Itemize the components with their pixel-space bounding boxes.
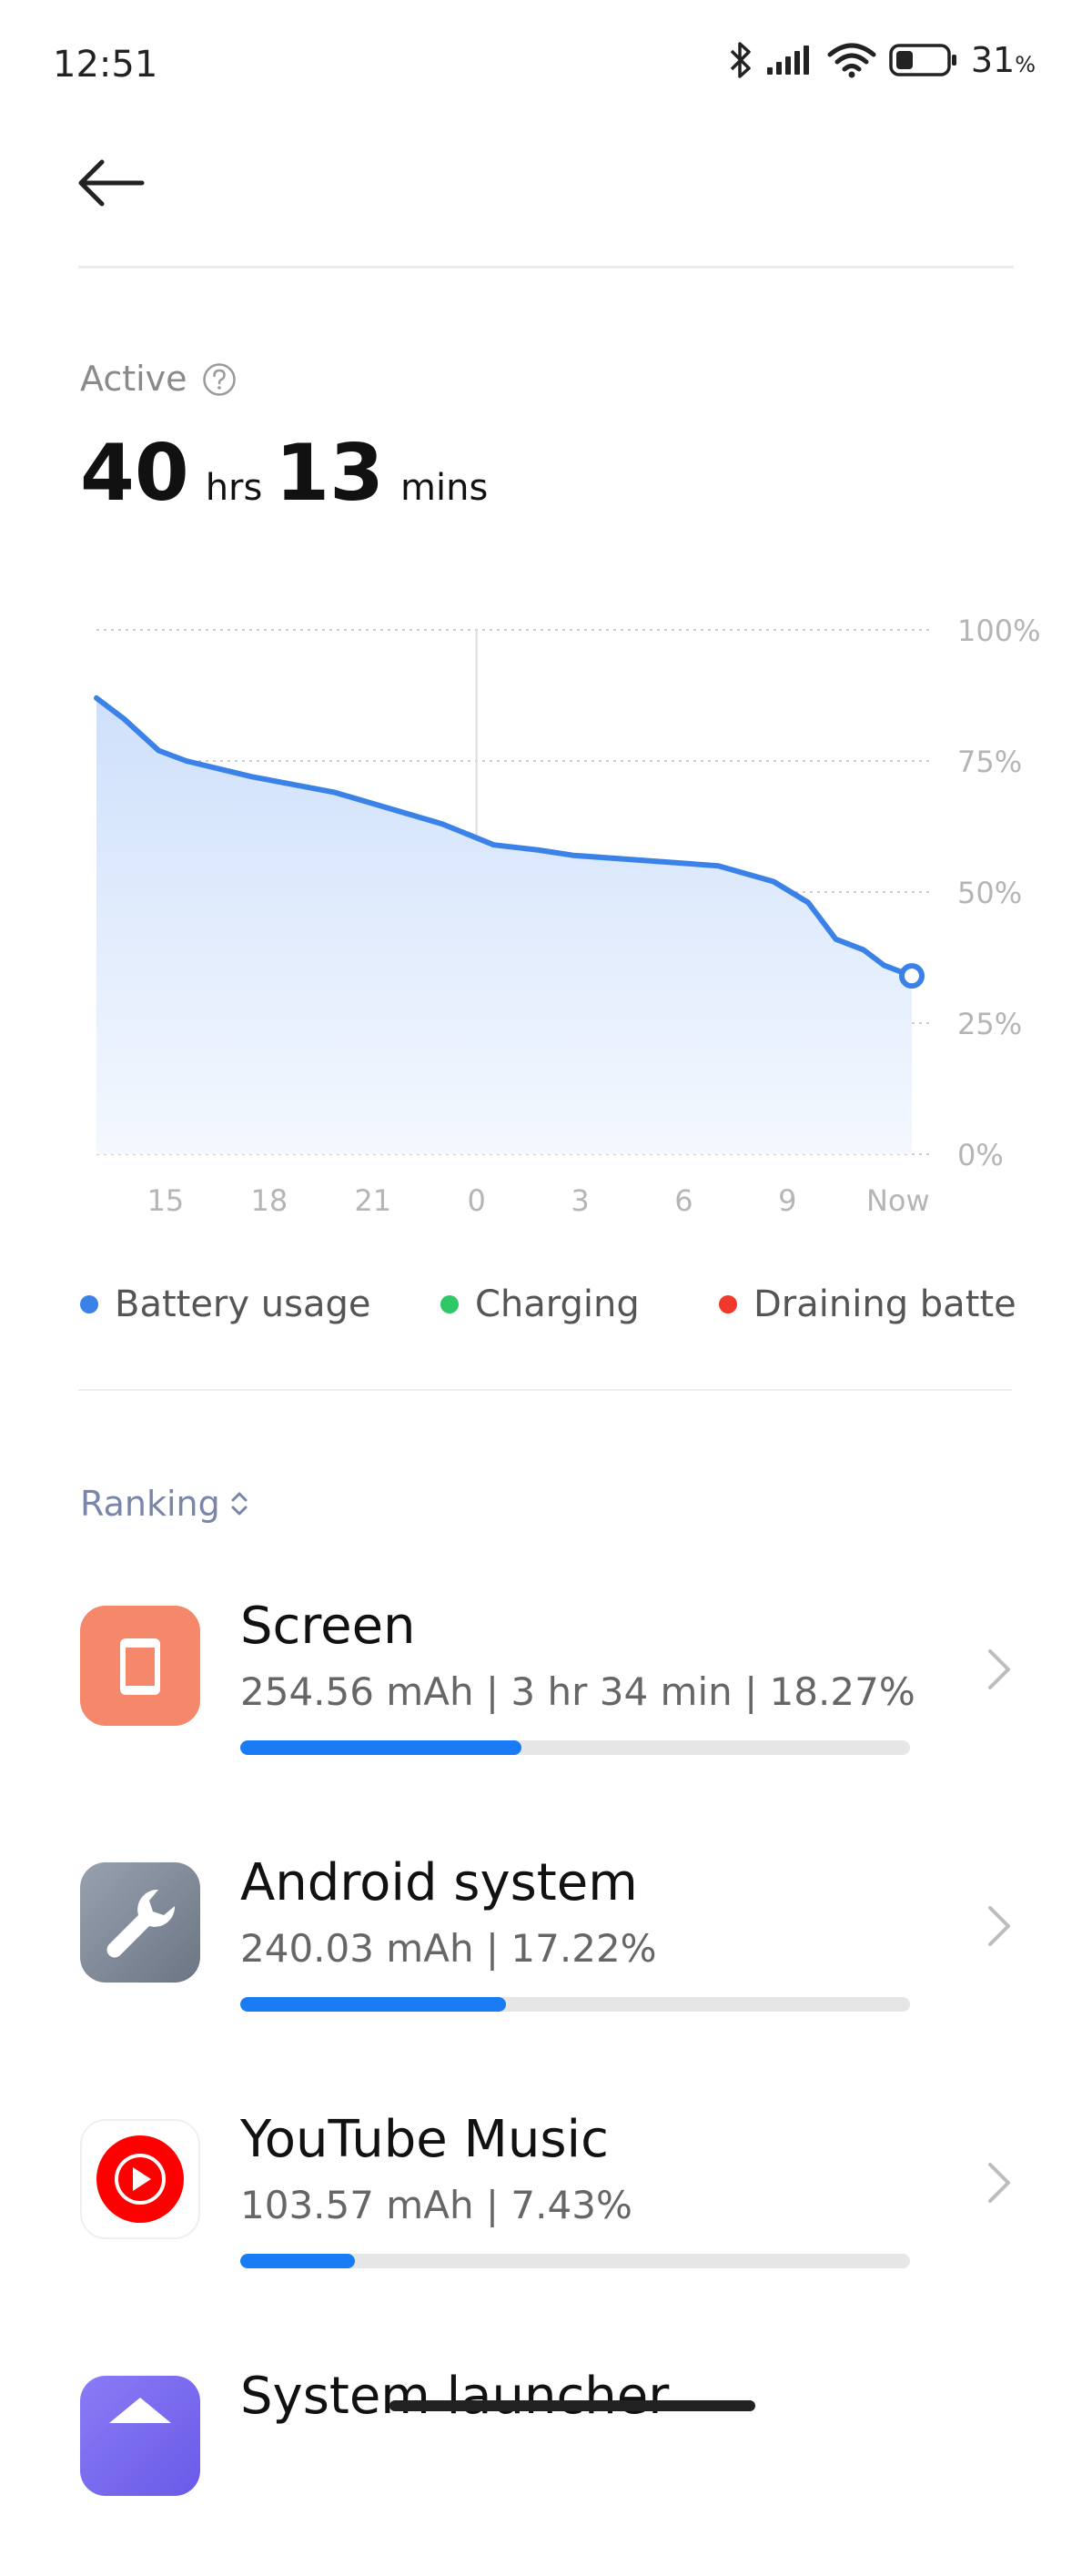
usage-bar	[240, 1997, 910, 2012]
app-name: YouTube Music	[240, 2110, 609, 2169]
battery-usage-line	[94, 695, 915, 979]
usage-bar-fill	[240, 1740, 522, 1755]
help-icon[interactable]	[202, 362, 237, 397]
legend-dot	[80, 1295, 98, 1313]
battery-chart: 100% 75% 50% 25% 0% 15 18 21 0 3 6 9 Now	[94, 614, 1040, 1218]
wifi-icon	[827, 43, 876, 78]
usage-bar	[240, 1740, 910, 1755]
chevron-right-icon	[988, 1906, 1010, 1946]
home-icon	[80, 2376, 200, 2496]
usage-bar-fill	[240, 2254, 355, 2268]
active-minutes: 13	[275, 428, 385, 519]
ranking-sort-toggle[interactable]: Ranking	[80, 1484, 249, 1524]
youtube-music-icon	[80, 2119, 200, 2239]
x-tick-label: 3	[571, 1183, 589, 1218]
y-tick-label: 25%	[957, 1007, 1022, 1041]
active-hours-unit: hrs	[205, 467, 263, 509]
app-name: System launcher	[240, 2367, 670, 2426]
back-button[interactable]	[76, 151, 146, 215]
ranking-label: Ranking	[80, 1484, 220, 1524]
back-arrow-icon	[78, 159, 145, 207]
x-tick-label: 0	[467, 1183, 485, 1218]
legend-divider	[78, 1389, 1012, 1391]
legend-draining-battery: Draining batter	[719, 1283, 1015, 1325]
app-row-screen[interactable]: Screen 254.56 mAh | 3 hr 34 min | 18.27%	[0, 1597, 1092, 1806]
active-label: Active	[80, 359, 187, 399]
legend-dot	[719, 1295, 737, 1313]
battery-percent: 31%	[970, 40, 1036, 80]
x-tick-label: Now	[866, 1183, 930, 1218]
app-name: Screen	[240, 1597, 416, 1656]
home-gesture-bar[interactable]	[389, 2400, 755, 2411]
legend-label: Draining batter	[753, 1283, 1015, 1325]
status-time: 12:51	[53, 44, 158, 86]
y-tick-label: 100%	[957, 614, 1040, 648]
usage-bar-fill	[240, 1997, 506, 2012]
app-detail: 240.03 mAh | 17.22%	[240, 1926, 657, 1971]
legend-label: Charging	[475, 1283, 640, 1325]
x-tick-label: 6	[674, 1183, 693, 1218]
app-name: Android system	[240, 1853, 638, 1912]
active-duration: 40 hrs 13 mins	[80, 428, 500, 519]
x-tick-label: 21	[354, 1183, 391, 1218]
y-tick-label: 50%	[957, 876, 1022, 910]
chevron-right-icon	[988, 2163, 1010, 2203]
usage-bar	[240, 2254, 910, 2268]
app-detail: 103.57 mAh | 7.43%	[240, 2183, 632, 2227]
active-minutes-unit: mins	[400, 467, 489, 509]
y-tick-label: 75%	[957, 745, 1022, 779]
bluetooth-icon	[730, 42, 751, 78]
screen-icon	[80, 1606, 200, 1726]
legend-charging: Charging	[440, 1283, 640, 1325]
status-icons: 31%	[729, 40, 1036, 80]
legend-battery-usage: Battery usage	[80, 1283, 370, 1325]
x-tick-label: 15	[147, 1183, 185, 1218]
active-hours: 40	[80, 428, 189, 519]
sort-updown-icon	[231, 1492, 248, 1516]
battery-area	[96, 697, 912, 1154]
signal-icon	[766, 46, 809, 75]
current-point	[899, 963, 925, 989]
chevron-right-icon	[988, 1649, 1010, 1689]
legend-label: Battery usage	[115, 1283, 371, 1325]
y-tick-label: 0%	[957, 1138, 1004, 1172]
app-row-android-system[interactable]: Android system 240.03 mAh | 17.22%	[0, 1853, 1092, 2063]
app-row-youtube-music[interactable]: YouTube Music 103.57 mAh | 7.43%	[0, 2110, 1092, 2319]
legend-dot	[440, 1295, 459, 1313]
x-tick-label: 9	[778, 1183, 796, 1218]
wrench-icon	[80, 1862, 200, 1983]
app-detail: 254.56 mAh | 3 hr 34 min | 18.27%	[240, 1669, 915, 1714]
header-divider	[78, 266, 1014, 269]
x-tick-label: 18	[250, 1183, 288, 1218]
battery-icon	[889, 44, 956, 76]
